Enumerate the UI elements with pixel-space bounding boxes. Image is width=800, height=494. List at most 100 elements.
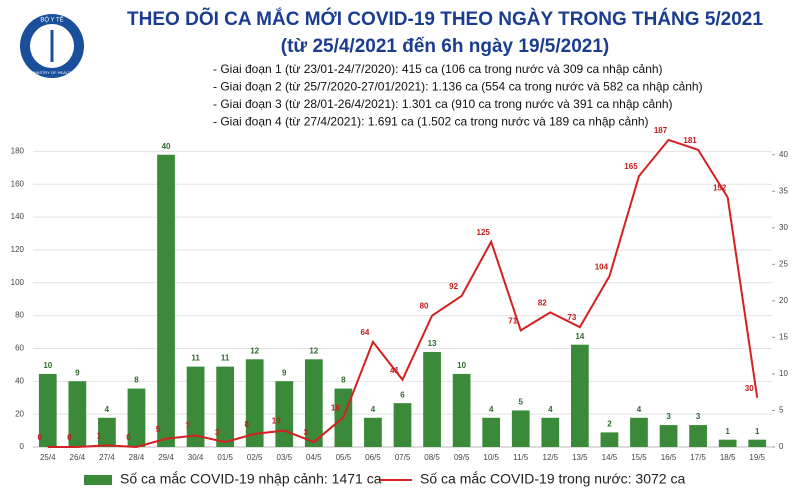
y-tick-label: 40 — [15, 376, 24, 385]
x-tick-label: 07/5 — [395, 453, 411, 462]
y2-tick-label: 15 — [779, 333, 788, 342]
bar — [68, 381, 87, 447]
bar — [541, 417, 560, 447]
y-tick-label: 120 — [11, 245, 25, 254]
bar-value-label: 11 — [221, 354, 230, 363]
line-value-label: 187 — [654, 126, 668, 135]
bar-value-label: 9 — [282, 368, 287, 377]
x-tick-label: 28/4 — [129, 453, 145, 462]
line-value-label: 104 — [595, 262, 609, 271]
line-value-label: 7 — [185, 422, 190, 431]
bar — [245, 359, 264, 447]
bar-value-label: 40 — [162, 142, 171, 151]
bar-value-label: 12 — [309, 346, 318, 355]
note: - Giai đoạn 1 (từ 23/01-24/7/2020): 415 … — [213, 62, 663, 76]
y2-tick-label: 30 — [779, 223, 788, 232]
bar-value-label: 4 — [489, 405, 494, 414]
bar-value-label: 10 — [457, 361, 466, 370]
line-value-label: 125 — [477, 228, 491, 237]
bar — [216, 366, 235, 447]
bar — [689, 425, 707, 447]
line-value-label: 10 — [272, 417, 281, 426]
y2-tick-label: 35 — [779, 186, 788, 195]
bar — [482, 417, 501, 447]
bar — [718, 439, 737, 447]
x-tick-label: 05/5 — [336, 453, 352, 462]
bar — [570, 344, 589, 447]
bar-value-label: 4 — [371, 405, 376, 414]
x-tick-label: 10/5 — [483, 453, 499, 462]
line-value-label: 18 — [331, 404, 340, 413]
line-value-label: 80 — [420, 302, 429, 311]
chart-subtitle: (từ 25/4/2021 đến 6h ngày 19/5/2021) — [281, 36, 609, 57]
x-tick-label: 26/4 — [70, 453, 86, 462]
line-value-label: 64 — [360, 328, 369, 337]
legend-label: Số ca mắc COVID-19 trong nước: 3072 ca — [420, 471, 685, 487]
line-value-label: 71 — [508, 317, 517, 326]
bar — [748, 439, 767, 447]
x-tick-label: 16/5 — [661, 453, 677, 462]
x-tick-label: 09/5 — [454, 453, 470, 462]
x-tick-label: 19/5 — [749, 453, 765, 462]
note: - Giai đoạn 3 (từ 28/01-26/4/2021): 1.30… — [213, 97, 673, 111]
bar — [127, 388, 146, 447]
y-tick-label: 140 — [11, 212, 25, 221]
bar — [600, 432, 619, 447]
line — [47, 138, 759, 449]
bar — [423, 352, 441, 447]
note: - Giai đoạn 4 (từ 27/4/2021): 1.691 ca (… — [213, 115, 649, 129]
bar — [275, 381, 294, 447]
bar-value-label: 6 — [400, 390, 405, 399]
bar-value-label: 11 — [191, 354, 200, 363]
line-value-label: 92 — [449, 282, 458, 291]
x-tick-label: 13/5 — [572, 453, 588, 462]
y2-tick-label: 20 — [779, 296, 788, 305]
y-tick-label: 80 — [15, 311, 24, 320]
bar-value-label: 1 — [725, 427, 730, 436]
line-value-label: 165 — [624, 162, 638, 171]
bar-value-label: 4 — [548, 405, 553, 414]
bar — [304, 359, 323, 447]
y2-tick-label: 40 — [779, 150, 788, 159]
y2-tick-label: 5 — [779, 406, 784, 415]
line-value-label: 5 — [156, 425, 161, 434]
bar — [38, 373, 57, 447]
line-value-label: 30 — [745, 384, 754, 393]
y-tick-label: 60 — [15, 344, 24, 353]
line-value-label: 181 — [683, 136, 697, 145]
x-tick-label: 03/5 — [276, 453, 292, 462]
bar-value-label: 2 — [607, 419, 612, 428]
y-tick-label: 160 — [11, 179, 25, 188]
note: - Giai đoạn 2 (từ 25/7/2020-27/01/2021):… — [213, 80, 703, 94]
x-tick-label: 01/5 — [217, 453, 233, 462]
x-tick-label: 18/5 — [720, 453, 736, 462]
y2-tick-label: 10 — [779, 369, 788, 378]
bar — [98, 417, 116, 447]
y2-tick-label: 25 — [779, 259, 788, 268]
x-tick-label: 30/4 — [188, 453, 204, 462]
bar-value-label: 3 — [696, 412, 701, 421]
legend-label: Số ca mắc COVID-19 nhập cảnh: 1471 ca — [120, 471, 382, 487]
line-value-label: 3 — [304, 428, 309, 437]
bar-value-label: 14 — [575, 332, 584, 341]
logo-bottom: MINISTRY OF HEALTH — [31, 70, 73, 75]
y-tick-label: 20 — [15, 409, 24, 418]
line-value-label: 3 — [215, 428, 220, 437]
bar-value-label: 10 — [43, 361, 52, 370]
x-tick-label: 25/4 — [40, 453, 56, 462]
bar — [186, 366, 205, 447]
x-tick-label: 17/5 — [690, 453, 706, 462]
x-tick-label: 04/5 — [306, 453, 322, 462]
line-value-label: 1 — [97, 431, 102, 440]
bar-value-label: 8 — [341, 376, 346, 385]
bar-value-label: 12 — [250, 346, 259, 355]
y-tick-label: 0 — [20, 442, 25, 451]
chart-title: THEO DÕI CA MẮC MỚI COVID-19 THEO NGÀY T… — [127, 8, 763, 30]
line-value-label: 0 — [67, 433, 72, 442]
x-tick-label: 14/5 — [602, 453, 618, 462]
y-tick-label: 180 — [11, 147, 25, 156]
line-value-label: 0 — [38, 433, 43, 442]
line-value-label: 41 — [390, 366, 399, 375]
bar — [630, 417, 648, 447]
